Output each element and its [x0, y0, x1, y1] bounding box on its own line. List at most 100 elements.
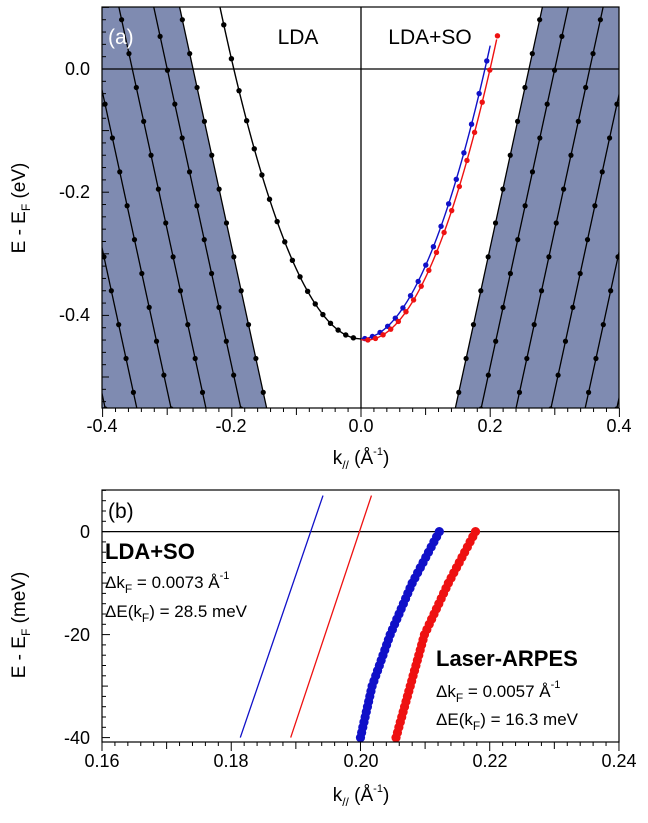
- panel-b-series: [239, 495, 481, 742]
- bulk-band-point: [555, 372, 561, 378]
- bulk-band-point: [88, 34, 93, 39]
- arpes-data-point: [470, 527, 481, 537]
- bulk-band-point: [597, 17, 603, 23]
- bulk-band-point: [44, 135, 49, 140]
- bulk-band-point: [37, 102, 42, 107]
- surface-band-line: [360, 45, 491, 340]
- bulk-band-point: [629, 34, 634, 39]
- bulk-band-point: [108, 288, 114, 294]
- x-axis-title-a: k// (Å-1): [333, 446, 390, 472]
- bulk-band-point: [516, 389, 523, 395]
- bulk-band-regions: [102, 7, 619, 408]
- lda-so-annotation: LDA+SO ΔkF = 0.0073 Å-1 ΔE(kF) = 28.5 me…: [105, 539, 248, 625]
- bulk-band-point: [537, 17, 543, 23]
- bulk-band-point: [599, 169, 605, 175]
- bulk-band-point: [194, 84, 200, 91]
- ytick-label: -0.2: [59, 182, 90, 202]
- bulk-band-point: [95, 68, 100, 73]
- bulk-band-point: [463, 355, 469, 362]
- surface-band-point: [395, 318, 402, 325]
- bulk-band-point: [507, 152, 513, 158]
- surface-band-point: [350, 335, 357, 341]
- bulk-band-point: [553, 220, 559, 226]
- bulk-band-point: [615, 254, 619, 260]
- xtick-label: -0.4: [86, 416, 117, 436]
- bulk-band-point: [201, 118, 208, 124]
- bulk-band-point: [157, 33, 163, 39]
- bulk-band-point: [130, 389, 136, 395]
- bulk-band-point: [216, 304, 222, 310]
- bulk-band-point: [223, 220, 230, 226]
- axis-ticks-b: [101, 489, 620, 751]
- bulk-band-point: [231, 254, 237, 260]
- bulk-band-point: [148, 152, 154, 158]
- bulk-band-point: [531, 322, 537, 328]
- bulk-band-point: [155, 186, 161, 192]
- arpes-data-point: [434, 527, 444, 537]
- xtick-label: 0.0: [348, 416, 373, 436]
- bulk-band-point: [485, 254, 491, 260]
- bulk-band-point: [529, 51, 535, 57]
- surface-band-point: [259, 172, 265, 178]
- bulk-band-point: [126, 51, 132, 57]
- bulk-band-point: [470, 322, 477, 328]
- bulk-band-point: [570, 304, 576, 310]
- annotation-de: ΔE(kF) = 16.3 meV: [436, 710, 579, 733]
- surface-band-point: [403, 309, 409, 315]
- bulk-band-point: [577, 270, 583, 277]
- panel-a: (a) LDA LDA+SO 0.0 -0.2 -0.4 -0.4 -0.2 0…: [9, 6, 648, 472]
- bulk-band-point: [538, 288, 545, 294]
- annotation-title: LDA+SO: [105, 539, 195, 564]
- bulk-band-point: [623, 220, 628, 225]
- ytick-label: -0.4: [59, 305, 90, 325]
- bulk-band-point: [116, 322, 122, 328]
- bulk-band-point: [238, 406, 244, 408]
- bulk-band-point: [199, 389, 206, 395]
- ytick-label: -40: [64, 728, 90, 748]
- surface-band-point: [453, 176, 459, 183]
- bulk-band-point: [73, 271, 78, 276]
- lda-so-band-line: [290, 495, 373, 738]
- bulk-band-point: [146, 304, 152, 310]
- bulk-band-point: [123, 355, 129, 362]
- bulk-band-point: [583, 84, 589, 91]
- bulk-band-point: [593, 355, 599, 362]
- bulk-band-point: [65, 85, 70, 90]
- bulk-band-point: [201, 237, 207, 243]
- bulk-band-point: [643, 271, 648, 276]
- bulk-region-left: [102, 7, 267, 408]
- surface-band-point: [464, 157, 470, 164]
- bulk-band-point: [22, 34, 27, 39]
- bulk-band-point: [630, 187, 635, 192]
- bulk-band-point: [161, 372, 167, 378]
- annotation-dk: ΔkF = 0.0073 Å-1: [105, 570, 229, 596]
- xtick-label: 0.18: [213, 751, 248, 771]
- bulk-band-point: [66, 237, 71, 242]
- bulk-band-point: [546, 254, 552, 260]
- bulk-band-point: [561, 186, 567, 192]
- surface-band-point: [243, 118, 250, 124]
- surface-band-point: [426, 267, 432, 274]
- bulk-band-point: [592, 203, 598, 209]
- bulk-band-point: [187, 51, 193, 57]
- annotation-de: ΔE(kF) = 28.5 meV: [105, 602, 248, 625]
- surface-band-point: [365, 337, 371, 343]
- surface-band-point: [228, 56, 235, 62]
- surface-band-point: [445, 201, 452, 207]
- surface-band-point: [430, 243, 437, 250]
- xtick-label: 0.20: [343, 751, 378, 771]
- surface-band-point: [304, 288, 311, 295]
- bulk-band-point: [500, 186, 506, 192]
- bulk-band-point: [179, 17, 185, 23]
- surface-band-line: [360, 39, 498, 341]
- bulk-band-point: [522, 203, 528, 209]
- xtick-label: 0.22: [472, 751, 507, 771]
- surface-band-point: [400, 305, 406, 311]
- bulk-band-point: [584, 237, 591, 243]
- surface-band-point: [461, 150, 467, 156]
- surface-band-point: [471, 129, 478, 136]
- surface-band-point: [423, 262, 429, 268]
- bulk-band-point: [514, 118, 521, 124]
- bulk-band-point: [586, 389, 592, 395]
